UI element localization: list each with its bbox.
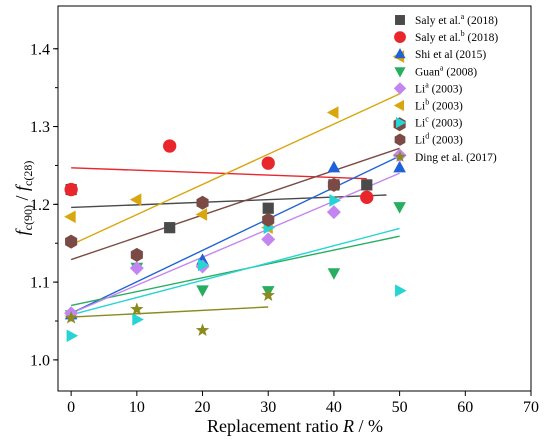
legend-label-4: Lia (2003): [415, 80, 463, 95]
y-axis: 1.0 1.1 1.2 1.3 1.4: [30, 41, 58, 369]
data-points: [64, 50, 407, 343]
y-tick-label: 1.2: [30, 197, 50, 214]
legend-marker-1: [394, 31, 406, 43]
x-axis: 0 10 20 30 40 50 60 70: [67, 391, 539, 416]
legend-label-6: Lic (2003): [415, 115, 463, 130]
legend-item-4: Lia (2003): [393, 80, 463, 95]
data-point-s0-2: [262, 202, 274, 214]
legend-label-0: Saly et al.a (2018): [415, 12, 498, 27]
legend: Saly et al.a (2018) Saly et al.b (2018) Sh…: [393, 12, 498, 164]
x-tick-label: 0: [67, 399, 75, 416]
data-point-s2-2: [327, 160, 341, 173]
y-tick-label: 1.4: [30, 41, 50, 58]
data-point-s1-3: [360, 190, 374, 204]
plot-frame: [57, 5, 532, 392]
data-point-s8-0: [64, 310, 78, 324]
data-point-s0-1: [164, 222, 176, 234]
legend-label-5: Lib (2003): [415, 98, 463, 113]
data-point-s8-3: [261, 288, 275, 301]
data-point-s2-3: [393, 160, 406, 173]
legend-item-8: Ding et al. (2017): [394, 150, 497, 164]
data-point-s3-4: [327, 268, 341, 280]
legend-item-6: Lic (2003): [395, 115, 463, 130]
data-point-s7-4: [327, 177, 340, 192]
legend-item-0: Saly et al.a (2018): [395, 12, 498, 27]
data-point-s6-0: [66, 329, 79, 343]
data-point-s1-1: [163, 139, 177, 153]
x-tick-label: 60: [457, 399, 473, 416]
data-point-s1-2: [261, 156, 275, 170]
y-tick-label: 1.3: [30, 119, 50, 136]
trend-line-2: [70, 155, 400, 314]
data-point-s3-5: [393, 202, 406, 214]
x-tick-label: 40: [326, 399, 342, 416]
legend-label-2: Shi et al (2015): [415, 49, 486, 61]
data-point-s5-2: [195, 208, 208, 221]
x-tick-label: 30: [260, 399, 276, 416]
legend-label-7: Lid (2003): [415, 132, 463, 147]
legend-marker-4: [393, 82, 407, 95]
data-point-s4-1: [129, 261, 144, 276]
legend-marker-8: [394, 150, 406, 162]
legend-label-1: Saly et al.b (2018): [415, 29, 498, 44]
legend-label-8: Ding et al. (2017): [415, 152, 497, 164]
y-tick-label: 1.0: [30, 352, 50, 369]
data-point-s5-0: [64, 210, 76, 224]
trend-line-3: [70, 235, 400, 307]
data-point-s7-2: [196, 195, 209, 210]
legend-marker-6: [395, 117, 407, 129]
legend-item-2: Shi et al (2015): [394, 48, 486, 61]
trend-line-4: [70, 172, 400, 314]
x-tick-label: 20: [195, 399, 211, 416]
legend-label-3: Guana (2008): [415, 63, 477, 78]
x-tick-label: 70: [523, 399, 539, 416]
data-point-s6-1: [132, 313, 144, 326]
data-point-s6-4: [329, 194, 341, 207]
trend-line-7: [70, 147, 400, 261]
data-point-s7-0: [65, 234, 78, 249]
data-point-s3-2: [196, 285, 209, 297]
trend-lines: [70, 93, 400, 318]
y-axis-title: fc(90) / fc(28): [12, 161, 35, 236]
legend-item-1: Saly et al.b (2018): [394, 29, 498, 44]
legend-marker-2: [394, 48, 406, 59]
data-point-s5-4: [326, 106, 339, 119]
data-point-s6-5: [395, 284, 407, 297]
x-axis-title: Replacement ratio R / %: [207, 416, 383, 436]
x-tick-label: 50: [392, 399, 408, 416]
legend-item-3: Guana (2008): [394, 63, 477, 78]
legend-marker-0: [395, 15, 405, 25]
data-point-s4-4: [326, 205, 341, 220]
legend-item-5: Lib (2003): [393, 98, 463, 113]
trend-line-5: [70, 93, 400, 246]
legend-marker-7: [394, 133, 406, 146]
data-point-s7-1: [130, 247, 143, 262]
legend-marker-3: [394, 67, 406, 78]
data-point-s8-1: [130, 302, 144, 315]
data-point-s7-3: [262, 212, 275, 227]
data-point-s6-2: [197, 258, 210, 272]
data-point-s4-3: [261, 232, 276, 247]
data-point-s0-4: [361, 179, 373, 191]
trend-line-8: [71, 306, 269, 318]
data-point-s8-2: [195, 323, 210, 336]
trend-line-6: [70, 227, 400, 316]
x-tick-label: 10: [129, 399, 145, 416]
data-point-s1-0: [64, 182, 78, 197]
legend-marker-5: [393, 99, 405, 112]
y-tick-label: 1.1: [30, 275, 50, 292]
legend-item-7: Lid (2003): [394, 132, 463, 147]
data-point-s5-1: [129, 193, 142, 206]
